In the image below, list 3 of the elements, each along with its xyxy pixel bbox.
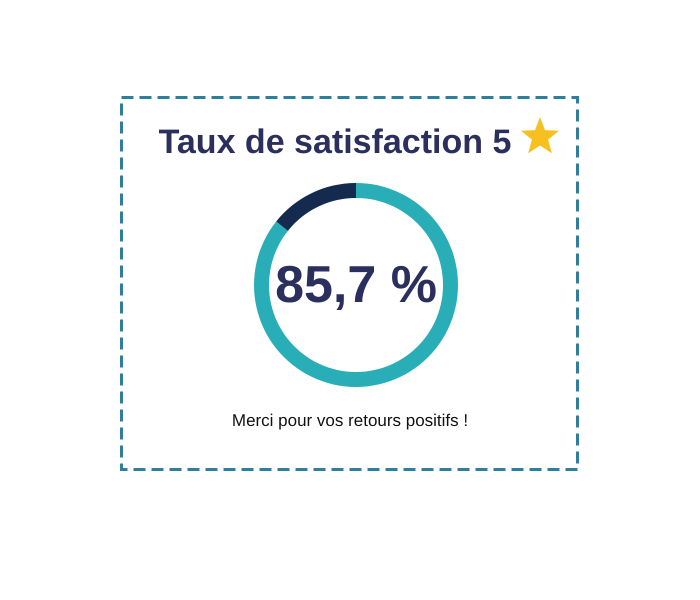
data-label: 85,7 %: [275, 256, 437, 314]
chart-title: Taux de satisfaction 5: [158, 123, 512, 161]
text: Merci pour vos retours positifs !: [232, 411, 468, 430]
